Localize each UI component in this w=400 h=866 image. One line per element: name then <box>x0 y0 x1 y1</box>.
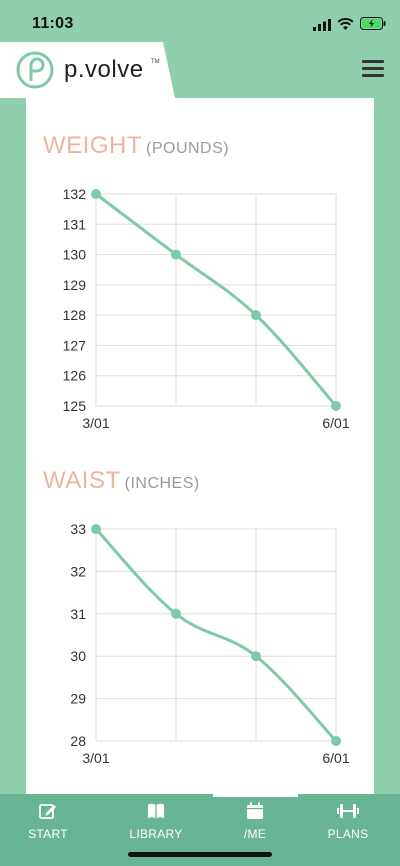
progress-card: WEIGHT (POUNDS) 132 131 130 129 128 127 126 125 3… <box>26 98 374 796</box>
weight-x-tick-label: 6/01 <box>322 415 349 431</box>
tab-library-label: LIBRARY <box>129 827 183 841</box>
waist-y-tick-label: 32 <box>70 563 86 579</box>
edit-icon <box>39 804 56 819</box>
hamburger-menu-icon[interactable] <box>362 60 384 78</box>
weight-y-tick-label: 132 <box>63 186 87 202</box>
status-bar: 11:03 <box>0 0 400 46</box>
weight-unit: (POUNDS) <box>146 140 230 157</box>
battery-icon <box>360 17 386 30</box>
weight-y-tick-label: 130 <box>63 247 87 263</box>
waist-data-point[interactable] <box>91 524 101 534</box>
logo-mark-icon <box>16 51 54 89</box>
tab-start[interactable]: START <box>8 802 88 841</box>
waist-y-tick-label: 30 <box>70 648 86 664</box>
weight-y-tick-label: 129 <box>63 277 87 293</box>
weight-y-tick-label: 131 <box>63 216 87 232</box>
weight-y-tick-label: 126 <box>63 368 87 384</box>
waist-data-point[interactable] <box>331 736 341 746</box>
waist-y-tick-label: 31 <box>70 606 86 622</box>
waist-y-tick-label: 29 <box>70 691 86 707</box>
weight-data-point[interactable] <box>251 310 261 321</box>
weight-data-point[interactable] <box>171 249 181 260</box>
waist-x-tick-label: 3/01 <box>82 750 109 766</box>
waist-chart-title: WAIST (INCHES) <box>43 467 200 495</box>
waist-chart: 33 32 31 30 29 283/01 6/01 <box>70 521 349 766</box>
logo-text: p.volve <box>64 56 144 83</box>
active-tab-indicator <box>213 794 298 797</box>
tab-me[interactable]: /ME <box>215 802 295 841</box>
weight-y-tick-label: 125 <box>63 398 87 414</box>
wifi-icon <box>337 17 354 30</box>
waist-y-tick-label: 33 <box>70 521 86 537</box>
tab-me-label: /ME <box>243 827 267 841</box>
weight-data-point[interactable] <box>91 189 101 199</box>
weight-title: WEIGHT <box>43 132 142 159</box>
calendar-icon <box>247 802 263 819</box>
tab-start-label: START <box>28 827 68 841</box>
waist-unit: (INCHES) <box>124 475 200 492</box>
waist-y-tick-label: 28 <box>70 733 86 749</box>
app-header: p.volve TM <box>0 42 400 98</box>
home-indicator <box>128 852 272 857</box>
tab-library[interactable]: LIBRARY <box>116 802 196 841</box>
book-icon <box>147 803 165 819</box>
waist-x-tick-label: 6/01 <box>322 750 349 766</box>
waist-series-line <box>94 527 338 743</box>
signal-icon <box>313 19 331 31</box>
waist-data-point[interactable] <box>251 651 261 662</box>
status-time: 11:03 <box>32 15 74 32</box>
weight-series-line <box>94 192 338 408</box>
tab-plans[interactable]: PLANS <box>308 802 388 841</box>
weight-x-tick-label: 3/01 <box>82 415 109 431</box>
weight-y-tick-label: 128 <box>63 307 87 323</box>
dumbbell-icon <box>337 804 359 818</box>
logo[interactable]: p.volve TM <box>0 42 175 98</box>
waist-title: WAIST <box>43 467 121 494</box>
weight-data-point[interactable] <box>331 401 341 411</box>
tab-plans-label: PLANS <box>327 827 369 841</box>
weight-y-tick-label: 127 <box>63 337 87 353</box>
waist-data-point[interactable] <box>171 608 181 619</box>
weight-chart-title: WEIGHT (POUNDS) <box>43 132 229 160</box>
logo-tm: TM <box>151 59 160 65</box>
